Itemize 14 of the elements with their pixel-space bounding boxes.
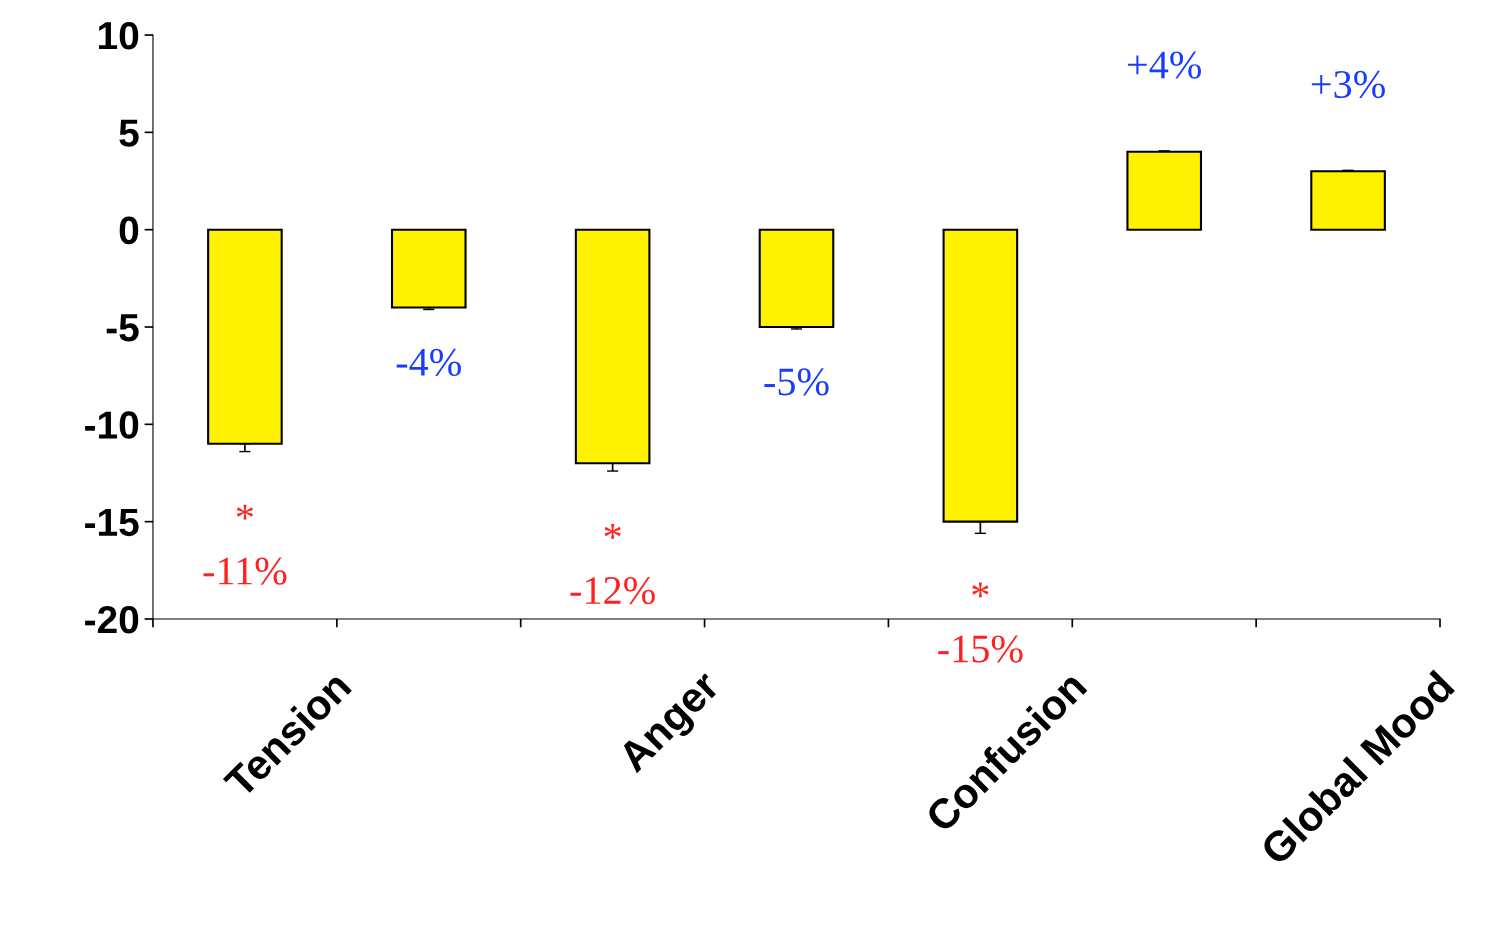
data-label: +4% — [1128, 51, 1202, 79]
y-tick-label: 5 — [119, 119, 139, 147]
data-label: * -11% — [203, 504, 287, 585]
data-label: -5% — [764, 368, 829, 396]
y-tick-label: 10 — [98, 21, 139, 50]
data-label: * -12% — [570, 524, 655, 605]
y-tick-label: -20 — [85, 605, 139, 634]
y-tick-label: -10 — [85, 411, 139, 439]
y-tick-label: -5 — [106, 314, 139, 342]
y-tick-label: 0 — [119, 216, 139, 245]
data-label: +3% — [1311, 70, 1385, 99]
data-label: * -15% — [938, 582, 1023, 663]
data-label: -4% — [396, 348, 461, 377]
y-tick-label: -15 — [85, 509, 139, 537]
